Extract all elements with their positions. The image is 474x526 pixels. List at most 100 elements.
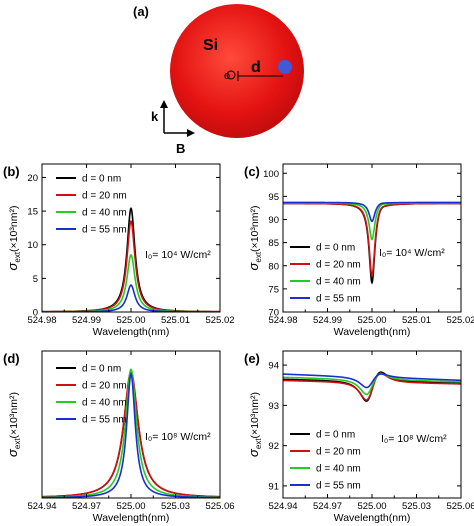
series-line [42,219,220,312]
y-tick-label: 75 [268,284,279,295]
x-tick-label: 524.99 [72,315,101,326]
legend-label: d = 55 nm [82,415,127,426]
series-line [283,202,461,285]
chart-panel: (b) 524.98 524.99 525.00 525.01 525.02 0 5 10 15 2… [3,163,235,338]
y-axis-title: σext(×10³nm²) [246,206,263,271]
intensity-annotation: I₀= 10⁴ W/cm² [379,247,445,259]
x-tick-label: 524.97 [313,501,342,512]
x-tick-label: 525.00 [116,501,145,512]
y-axis-title: σext(×10³nm²) [5,206,22,271]
legend: d = 0 nm d = 20 nm d = 40 nm d = 55 nm [56,174,127,236]
legend-label: d = 0 nm [316,243,355,254]
x-tick-label: 525.02 [205,315,234,326]
intensity-annotation: I₀= 10⁸ W/cm² [145,431,211,443]
x-tick-label: 525.00 [357,315,386,326]
x-tick-label: 524.94 [268,501,297,512]
x-tick-label: 525.03 [402,501,431,512]
legend-label: d = 0 nm [82,174,121,185]
x-tick-label: 525.02 [446,315,474,326]
x-tick-label: 524.99 [313,315,342,326]
series-line [283,201,461,223]
legend: d = 0 nm d = 20 nm d = 40 nm d = 55 nm [56,364,127,426]
x-tick-label: 524.98 [27,315,56,326]
legend: d = 0 nm d = 20 nm d = 40 nm d = 55 nm [290,243,361,305]
x-axis-title: Wavelength(nm) [334,512,411,524]
x-tick-label: 525.00 [357,501,386,512]
y-tick-label: 70 [268,308,279,319]
series-line [42,253,220,312]
y-axis-title: σext(×10³nm²) [246,392,263,457]
plot-frame [41,163,221,313]
legend-label: d = 40 nm [316,464,361,475]
y-tick-label: 94 [268,361,279,372]
legend: d = 0 nm d = 20 nm d = 40 nm d = 55 nm [290,430,361,492]
chart-panel: (d) 524.94 524.97 525.00 525.03 525.06 Wavelen… [3,350,235,524]
legend-label: d = 40 nm [82,208,127,219]
x-tick-label: 524.94 [27,501,56,512]
series-line [283,373,461,389]
origin-marker [226,70,236,80]
series-line [283,372,461,396]
panel-label: (b) [3,164,20,179]
x-tick-label: 525.06 [205,501,234,512]
legend-label: d = 20 nm [316,260,361,271]
plot-frame [282,350,462,499]
chart-panel: (e) 524.94 524.97 525.00 525.03 525.06 91 92 93 9… [244,350,474,524]
legend-label: d = 20 nm [82,191,127,202]
y-tick-label: 85 [268,238,279,249]
blue-dot [278,60,292,74]
y-tick-label: 91 [268,481,279,492]
x-tick-label: 525.01 [402,315,431,326]
intensity-annotation: I₀= 10⁴ W/cm² [145,249,211,261]
series-line [42,372,220,498]
k-arrow-head [160,100,168,108]
si-sphere [170,4,304,138]
y-axis-title: σext(×10³nm²) [5,392,22,457]
legend-label: d = 55 nm [316,481,361,492]
series-group [42,368,220,498]
y-tick-label: 10 [27,240,38,251]
charts: (b) 524.98 524.99 525.00 525.01 525.02 0 5 10 15 2… [3,163,474,524]
x-tick-label: 524.98 [268,315,297,326]
y-tick-label: 90 [268,215,279,226]
y-tick-label: 80 [268,261,279,272]
legend-label: d = 40 nm [316,277,361,288]
b-label: B [176,141,185,156]
y-tick-label: 20 [27,173,38,184]
x-tick-label: 525.06 [446,501,474,512]
distance-label: d [251,59,261,76]
legend-label: d = 55 nm [82,225,127,236]
series-line [42,370,220,498]
x-axis-title: Wavelength(nm) [334,326,411,338]
k-label: k [151,109,159,124]
x-tick-label: 525.03 [161,501,190,512]
panel-label: (c) [244,164,260,179]
panel-label: (e) [244,351,260,366]
si-label: Si [203,37,218,54]
x-tick-label: 524.97 [72,501,101,512]
legend-label: d = 20 nm [316,447,361,458]
series-line [283,372,461,401]
series-line [42,284,220,312]
y-tick-label: 0 [33,308,38,319]
legend-label: d = 55 nm [316,294,361,305]
y-tick-label: 92 [268,441,279,452]
y-tick-label: 95 [268,192,279,203]
x-axis-title: Wavelength(nm) [93,512,170,524]
legend-label: d = 0 nm [316,430,355,441]
intensity-annotation: I₀= 10⁸ W/cm² [381,433,447,445]
chart-panel: (c) 524.98 524.99 525.00 525.01 525.02 70 75 80 8… [244,163,474,338]
y-tick-label: 5 [33,274,38,285]
legend-label: d = 20 nm [82,381,127,392]
y-tick-label: 100 [263,169,279,180]
origin-label: o [224,70,230,82]
series-group [283,201,461,285]
x-axis-title: Wavelength(nm) [93,326,170,338]
panel-a: (a) Si o d k B [133,4,304,156]
x-tick-label: 525.01 [161,315,190,326]
panel-label: (d) [3,351,20,366]
x-tick-label: 525.00 [116,315,145,326]
y-tick-label: 93 [268,401,279,412]
series-group [283,371,461,402]
